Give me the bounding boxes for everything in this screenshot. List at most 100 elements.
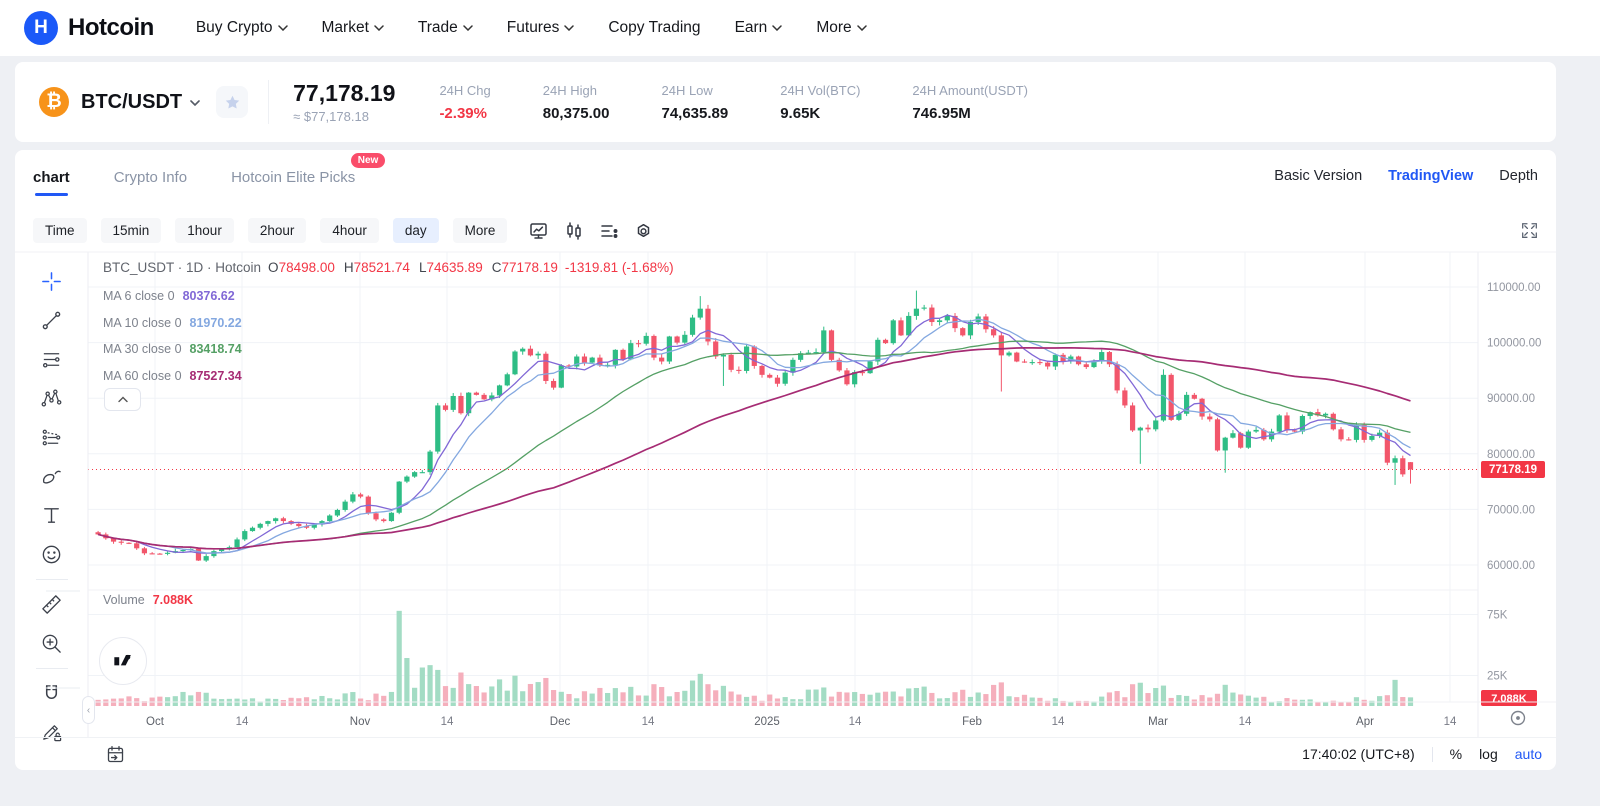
stat-value: 746.95M — [912, 104, 971, 122]
chart-style-icon[interactable] — [529, 221, 548, 240]
favorite-star-button[interactable] — [216, 86, 249, 118]
legend-ohlc-values: O78498.00 H78521.74 L74635.89 C77178.19 — [268, 260, 558, 275]
tool-magnet[interactable] — [38, 680, 66, 708]
interval-day[interactable]: day — [392, 217, 439, 243]
legend-o: O78498.00 — [268, 260, 335, 275]
nav-item-label: Buy Crypto — [195, 19, 273, 36]
tool-trendline[interactable] — [38, 307, 66, 335]
go-to-date-icon[interactable] — [105, 744, 126, 765]
interval-time[interactable]: Time — [33, 217, 87, 243]
interval-buttons: Time 15min 1hour 2hour 4hour day More — [33, 217, 508, 243]
nav-menu: Buy Crypto Market Trade Futures Copy Trading… — [196, 19, 867, 37]
fullscreen-icon[interactable] — [1521, 222, 1538, 239]
nav-item-earn[interactable]: Earn — [735, 19, 783, 37]
axis-settings-gear-icon[interactable] — [1510, 710, 1526, 726]
tradingview-watermark[interactable] — [99, 637, 147, 685]
candlestick-icon[interactable] — [564, 221, 583, 240]
nav-item-label: Futures — [506, 19, 560, 36]
trendline-icon — [42, 311, 61, 330]
pair-selector[interactable]: BTC/USDT — [81, 91, 200, 114]
tool-brush[interactable] — [38, 463, 66, 491]
chart-bottom-bar: 17:40:02 (UTC+8) % log auto — [15, 737, 1556, 770]
stat-24h-high: 24H High 80,375.00 — [543, 83, 610, 122]
nav-item-market[interactable]: Market — [322, 19, 384, 37]
nav-item-more[interactable]: More — [816, 19, 867, 37]
svg-text:7.088K: 7.088K — [1491, 693, 1527, 705]
tool-draw-lock[interactable] — [38, 719, 66, 747]
svg-text:Oct: Oct — [146, 716, 165, 728]
stat-label: 24H Amount(USDT) — [912, 82, 1029, 98]
scale-[interactable]: % — [1449, 746, 1463, 762]
tab-chart[interactable]: chart — [33, 155, 70, 198]
interval-1hour[interactable]: 1hour — [175, 217, 234, 243]
stat-value: 74,635.89 — [661, 104, 729, 122]
tool-projection[interactable] — [38, 424, 66, 452]
text-icon — [44, 508, 59, 523]
svg-text:70000.00: 70000.00 — [1487, 504, 1535, 516]
svg-text:Feb: Feb — [962, 716, 982, 728]
interval-4hour[interactable]: 4hour — [320, 217, 379, 243]
ma-row-3: MA 60 close 0 87527.34 — [103, 363, 242, 390]
svg-text:14: 14 — [1444, 716, 1457, 728]
draw-lock-icon — [43, 725, 62, 742]
scale-auto[interactable]: auto — [1514, 746, 1542, 762]
sidebar-collapse-handle[interactable]: ‹ — [82, 696, 95, 724]
stat-label: 24H Vol(BTC) — [780, 82, 861, 98]
collapse-indicators-button[interactable] — [104, 388, 141, 411]
ma-legend: MA 6 close 0 80376.62 MA 10 close 0 81970.2… — [103, 283, 242, 389]
tab-crypto-info[interactable]: Crypto Info — [113, 168, 188, 186]
interval-15min[interactable]: 15min — [100, 217, 162, 243]
view-depth[interactable]: Depth — [1499, 168, 1538, 184]
stat-value: 80,375.00 — [542, 104, 610, 122]
legend-h: H78521.74 — [343, 260, 410, 275]
svg-text:2025: 2025 — [754, 716, 780, 728]
tool-ruler[interactable] — [38, 591, 66, 619]
nav-item-buy-crypto[interactable]: Buy Crypto — [196, 19, 288, 37]
stat-24h-chg: 24H Chg -2.39% — [439, 83, 490, 122]
chart-area[interactable]: 77178.19 110000.00 100000.00 90000.00 80000.… — [15, 150, 1556, 770]
hotcoin-logo[interactable]: H Hotcoin — [24, 11, 154, 45]
svg-text:100000.00: 100000.00 — [1487, 338, 1541, 350]
tabs-right: Basic Version TradingView Depth — [1274, 168, 1538, 184]
chart-tool-icons — [529, 221, 653, 240]
svg-text:Dec: Dec — [550, 716, 571, 728]
pair-label: BTC/USDT — [81, 90, 183, 113]
clock-timezone[interactable]: 17:40:02 (UTC+8) — [1302, 746, 1415, 762]
tool-xabcd-pattern[interactable] — [38, 385, 66, 413]
settings-gear-icon[interactable] — [634, 221, 653, 240]
ma-label: MA 30 close 0 — [103, 342, 182, 357]
scale-log[interactable]: log — [1479, 746, 1498, 762]
indicators-icon[interactable] — [599, 221, 618, 240]
tool-crosshair[interactable] — [38, 268, 66, 296]
ticker-stats: 24H Chg -2.39% 24H High 80,375.00 24H Low 74,… — [439, 83, 1080, 122]
fib-lines-icon — [42, 353, 60, 368]
chevron-down-icon — [772, 25, 783, 31]
interval-2hour[interactable]: 2hour — [247, 217, 307, 243]
nav-item-copy-trading[interactable]: Copy Trading — [608, 19, 700, 37]
stat-label: 24H Chg — [439, 82, 491, 98]
ma-row-0: MA 6 close 0 80376.62 — [103, 283, 242, 310]
view-tradingview[interactable]: TradingView — [1388, 168, 1474, 184]
chevron-up-icon — [117, 396, 128, 403]
view-basic-version[interactable]: Basic Version — [1274, 168, 1363, 184]
nav-item-futures[interactable]: Futures — [507, 19, 575, 37]
sidebar-divider — [35, 579, 68, 580]
xabcd-pattern-icon — [41, 389, 62, 407]
tool-text[interactable] — [38, 502, 66, 530]
tab-hotcoin-elite-picks[interactable]: Hotcoin Elite Picks New — [231, 152, 386, 198]
interval-toolbar: Time 15min 1hour 2hour 4hour day More — [15, 208, 1556, 252]
drawing-tools-sidebar — [15, 252, 88, 770]
hotcoin-logo-icon: H — [24, 11, 58, 45]
tool-emoji[interactable] — [38, 541, 66, 569]
ruler-icon — [42, 595, 61, 614]
svg-text:25K: 25K — [1487, 671, 1508, 683]
tool-zoom-in[interactable] — [38, 630, 66, 658]
tool-fib-lines[interactable] — [38, 346, 66, 374]
top-navbar: H Hotcoin Buy Crypto Market Trade Futures Co… — [0, 0, 1600, 56]
price-block: 77,178.19 ≈ $77,178.18 — [293, 80, 395, 124]
bottom-bar-right: 17:40:02 (UTC+8) % log auto — [1302, 746, 1542, 762]
interval-more[interactable]: More — [452, 217, 508, 243]
nav-item-trade[interactable]: Trade — [418, 19, 473, 37]
stat-label: 24H Low — [661, 82, 713, 98]
btc-coin-icon: ₿ — [39, 87, 69, 117]
